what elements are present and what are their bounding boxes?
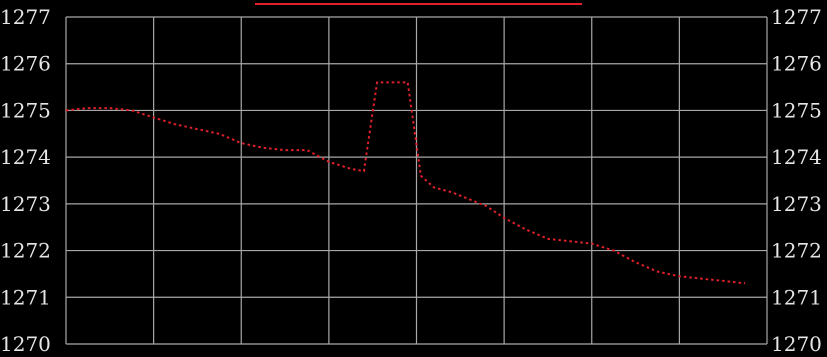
y-tick-label-right: 1277 bbox=[771, 5, 822, 29]
y-tick-label-left: 1270 bbox=[0, 332, 51, 356]
y-tick-label-left: 1276 bbox=[0, 52, 51, 76]
y-tick-label-right: 1272 bbox=[771, 239, 822, 263]
series-line-0 bbox=[65, 81, 746, 285]
y-tick-label-right: 1274 bbox=[771, 145, 822, 169]
y-tick-label-left: 1271 bbox=[0, 285, 51, 309]
y-tick-label-left: 1275 bbox=[0, 98, 51, 122]
y-tick-label-right: 1275 bbox=[771, 98, 822, 122]
y-tick-label-left: 1274 bbox=[0, 145, 51, 169]
y-axis-right: 1277 1276 1275 1274 1273 1272 1271 1270 bbox=[771, 5, 822, 356]
y-tick-label-left: 1272 bbox=[0, 239, 51, 263]
y-tick-label-right: 1270 bbox=[771, 332, 822, 356]
y-tick-label-left: 1273 bbox=[0, 192, 51, 216]
y-tick-label-right: 1271 bbox=[771, 285, 822, 309]
y-tick-label-right: 1276 bbox=[771, 52, 822, 76]
y-tick-label-left: 1277 bbox=[0, 5, 51, 29]
series-layer bbox=[65, 81, 746, 285]
y-tick-label-right: 1273 bbox=[771, 192, 822, 216]
grid bbox=[65, 16, 768, 345]
y-axis-left: 1277 1276 1275 1274 1273 1272 1271 1270 bbox=[0, 5, 51, 356]
